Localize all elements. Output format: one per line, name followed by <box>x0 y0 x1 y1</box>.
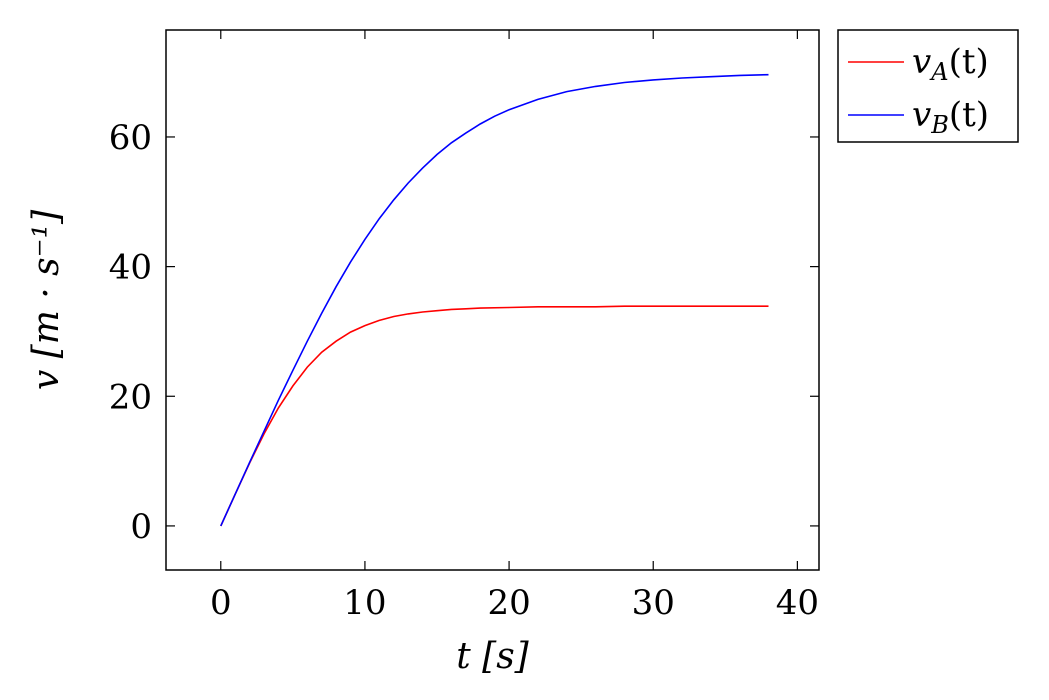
axis-ticks: 0 10 20 30 40 0 20 40 60 <box>109 30 819 623</box>
legend-entry-argument: (t) <box>949 42 989 82</box>
y-tick-label: 20 <box>109 377 152 417</box>
series-line-a <box>220 305 769 527</box>
legend-entry-subscript: B <box>930 111 949 139</box>
y-tick-label: 0 <box>130 507 152 547</box>
x-tick-label: 40 <box>776 583 819 623</box>
plot-frame <box>165 29 820 571</box>
legend-entry-subscript: A <box>929 58 948 86</box>
x-tick-label: 10 <box>343 583 386 623</box>
series-line-b <box>220 73 769 527</box>
legend-entry-argument: (t) <box>949 95 989 135</box>
y-axis-label: v [m · s⁻¹] <box>26 209 67 390</box>
legend-box <box>837 29 1019 143</box>
y-tick-label: 40 <box>109 248 152 288</box>
legend-entry-label: vB(t) <box>912 95 989 139</box>
x-tick-label: 20 <box>487 583 530 623</box>
x-tick-label: 30 <box>632 583 675 623</box>
legend: vA(t) vB(t) <box>837 29 1019 143</box>
x-axis-label: t [s] <box>456 636 529 677</box>
legend-entry-label: vA(t) <box>912 42 989 86</box>
x-tick-label: 0 <box>210 583 232 623</box>
y-tick-label: 60 <box>109 118 152 158</box>
plot-area <box>220 73 769 527</box>
